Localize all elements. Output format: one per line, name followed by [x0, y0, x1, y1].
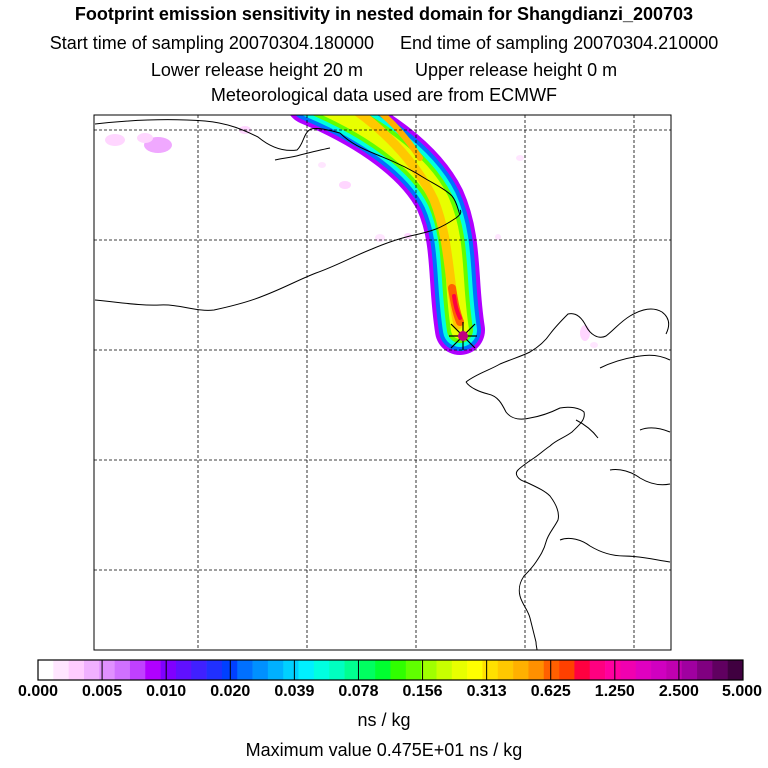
legend-bin: [221, 660, 238, 680]
legend-bin: [359, 660, 376, 680]
legend-bin: [681, 660, 698, 680]
release-heights: Lower release height 20 m Upper release h…: [0, 60, 768, 81]
legend-tick-label: 0.078: [338, 683, 379, 700]
legend-bin: [712, 660, 728, 680]
legend-bin: [451, 660, 468, 680]
legend-bin: [237, 660, 253, 680]
legend-bin: [436, 660, 453, 680]
max-value-label: Maximum value 0.475E+01 ns / kg: [245, 740, 523, 760]
legend-tick-label: 0.005: [82, 683, 123, 700]
legend-bin: [467, 660, 483, 680]
legend-bin: [635, 660, 652, 680]
legend-bin: [53, 660, 69, 680]
map-title: Footprint emission sensitivity in nested…: [74, 4, 694, 24]
legend-bin: [528, 660, 545, 680]
legend-bin: [114, 660, 131, 680]
sampling-times: Start time of sampling 20070304.180000 En…: [0, 33, 768, 54]
legend-bin: [68, 660, 85, 680]
legend-tick-label: 1.250: [594, 683, 635, 700]
legend-tick-label: 2.500: [658, 683, 699, 700]
legend-tick-label: 0.156: [402, 683, 443, 700]
graticule: [94, 115, 671, 650]
footprint-plume: [290, 115, 485, 355]
legend-tick-label: 0.000: [17, 683, 59, 700]
legend-bin: [375, 660, 391, 680]
star-marker: [449, 322, 477, 350]
legend-bin: [405, 660, 422, 680]
legend-bin: [298, 660, 315, 680]
met-data-label: Meteorological data used are from ECMWF: [210, 85, 558, 105]
legend-tick-label: 5.000: [721, 683, 763, 700]
legend-tick-label: 0.020: [210, 683, 251, 700]
legend-bin: [559, 660, 575, 680]
legend-bin: [543, 660, 560, 680]
lower-release-label: Lower release height 20 m: [150, 60, 363, 80]
legend-bin: [252, 660, 269, 680]
legend-bin: [482, 660, 499, 680]
map-frame: [93, 114, 672, 651]
legend-bin: [666, 660, 682, 680]
legend-bin: [160, 660, 177, 680]
legend-bin: [267, 660, 284, 680]
legend-tick-label: 0.010: [146, 683, 187, 700]
legend-bin: [206, 660, 223, 680]
legend-bin: [283, 660, 299, 680]
legend-bin: [145, 660, 161, 680]
upper-release-label: Upper release height 0 m: [415, 60, 618, 80]
legend-bin: [497, 660, 514, 680]
legend-bin: [329, 660, 345, 680]
start-time-label: Start time of sampling 20070304.180000: [49, 33, 374, 53]
end-time-label: End time of sampling 20070304.210000: [400, 33, 719, 53]
legend-bin: [620, 660, 637, 680]
legend-bin: [513, 660, 529, 680]
legend-bin: [697, 660, 713, 680]
legend-frame: [37, 659, 744, 681]
legend-tick-label: 0.313: [466, 683, 507, 700]
legend-tick-label: 0.625: [530, 683, 571, 700]
legend-bin: [589, 660, 606, 680]
legend-bin: [99, 660, 115, 680]
legend-bin: [727, 660, 744, 680]
map-background: [94, 115, 671, 650]
legend-bin: [83, 660, 100, 680]
legend-tick-label: 0.039: [274, 683, 315, 700]
coastlines: [94, 119, 671, 650]
legend-bin: [129, 660, 146, 680]
legend-bin: [651, 660, 667, 680]
legend-bin: [421, 660, 437, 680]
legend-bin: [344, 660, 361, 680]
legend-bin: [605, 660, 621, 680]
legend-bin: [191, 660, 207, 680]
legend-bin: [574, 660, 591, 680]
legend-bin: [38, 660, 54, 680]
legend-units: ns / kg: [357, 710, 411, 730]
legend-bin: [175, 660, 192, 680]
legend-bin: [313, 660, 330, 680]
legend-bin: [390, 660, 407, 680]
